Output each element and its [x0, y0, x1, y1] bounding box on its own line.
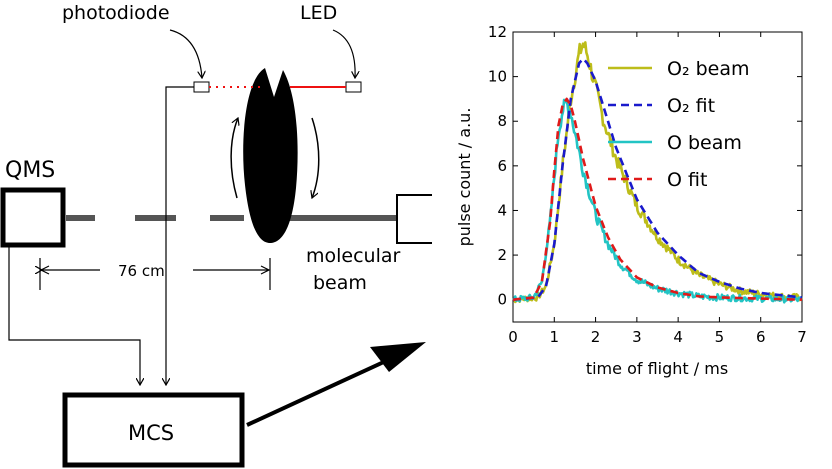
photodiode-label: photodiode [62, 2, 170, 24]
led-pointer [332, 29, 355, 78]
legend-label: O₂ beam [667, 58, 750, 80]
legend-label: O beam [667, 132, 742, 154]
led-emitter [345, 81, 362, 93]
legend: O₂ beam O₂ fit O beam O fit [608, 58, 750, 191]
led-label: LED [300, 2, 337, 24]
distance-marker [40, 258, 271, 290]
y-tick-label: 12 [488, 23, 507, 41]
y-tick-label: 8 [497, 112, 507, 130]
photodiode-cable [166, 86, 194, 385]
beam-label: beam [313, 272, 367, 294]
x-tick-label: 3 [632, 328, 642, 346]
mcs-box [62, 392, 245, 468]
qms-label: QMS [5, 158, 55, 183]
setup-diagram: QMS photodiode LED 76 cm molecular b [0, 2, 432, 468]
mcs-label: MCS [128, 421, 174, 445]
series-o2-fit [512, 57, 803, 301]
x-tick-label: 4 [673, 328, 683, 346]
qms-cable [8, 245, 140, 385]
y-tick-label: 10 [488, 68, 507, 86]
x-axis-label: time of flight / ms [586, 359, 728, 378]
distance-label: 76 cm [118, 262, 165, 280]
y-tick-label: 6 [497, 157, 507, 175]
legend-label: O₂ fit [667, 95, 715, 117]
y-axis-label: pulse count / a.u. [455, 108, 474, 247]
chopper-wheel [243, 68, 298, 243]
y-tick-label: 2 [497, 246, 507, 264]
rotation-arrow-right [312, 117, 320, 198]
legend-label: O fit [667, 169, 707, 191]
plot-frame [512, 31, 803, 323]
x-tick-label: 5 [715, 328, 725, 346]
x-tick-label: 6 [756, 328, 766, 346]
x-tick-label: 0 [508, 328, 518, 346]
photodiode-sensor [193, 81, 210, 93]
rotation-arrow-left [230, 118, 238, 199]
x-tick-label: 2 [591, 328, 601, 346]
x-tick-label: 1 [550, 328, 560, 346]
series-layer [512, 41, 803, 304]
series-o-fit [512, 97, 803, 301]
qms-box [0, 187, 66, 248]
x-tick-label: 7 [797, 328, 807, 346]
photodiode-pointer [169, 29, 202, 78]
y-tick-label: 0 [497, 291, 507, 309]
mcs-to-plot-arrow [246, 342, 426, 427]
y-tick-label: 4 [497, 201, 507, 219]
beam-source [396, 194, 432, 244]
molecular-label: molecular [306, 245, 401, 267]
